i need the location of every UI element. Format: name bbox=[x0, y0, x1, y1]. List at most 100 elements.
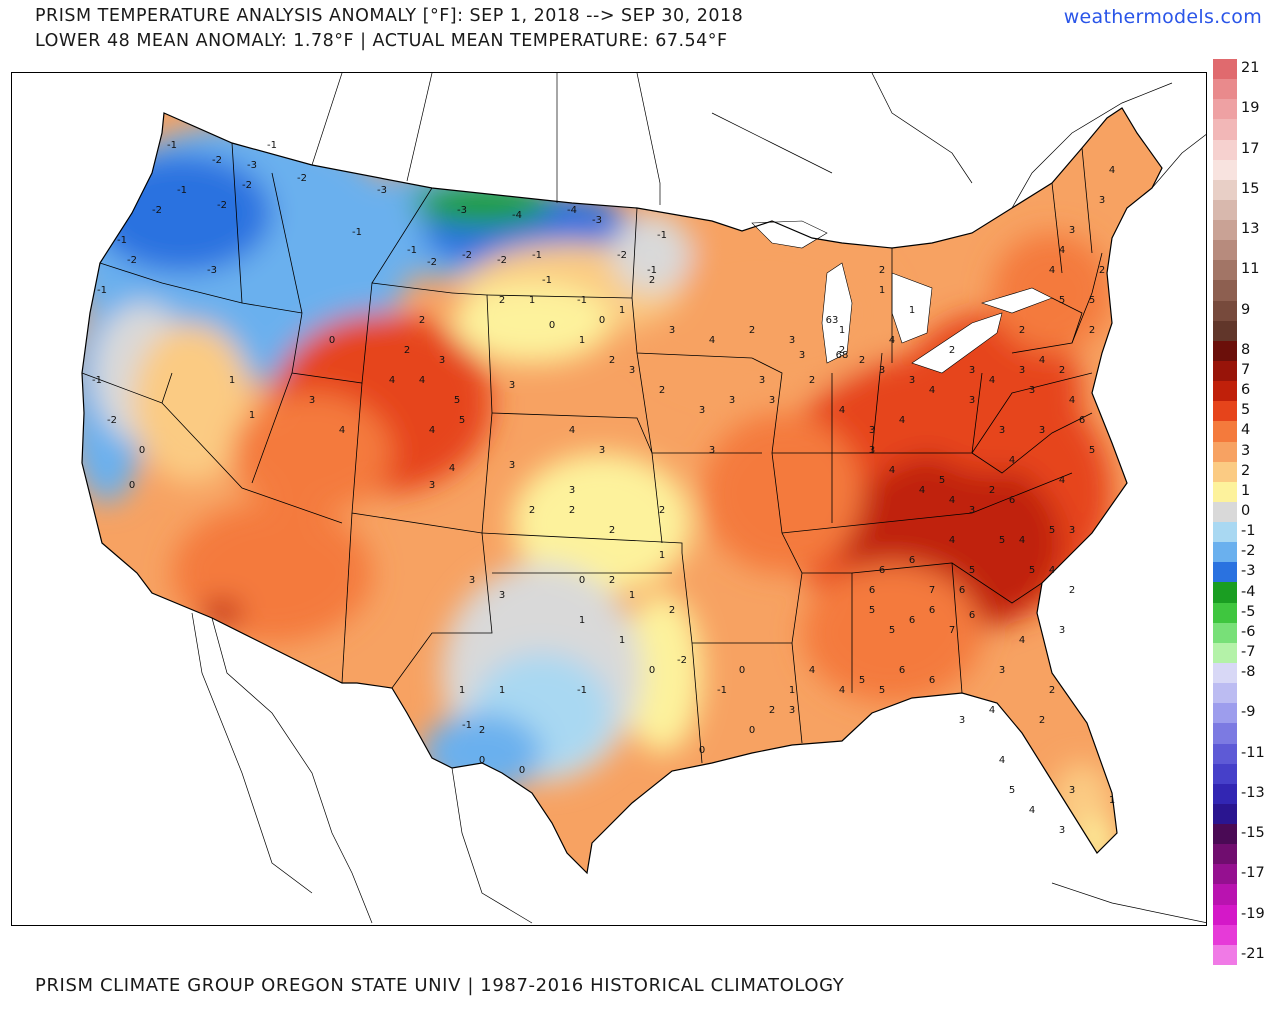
anomaly-value-label: 4 bbox=[889, 465, 895, 476]
anomaly-value-label: 2 bbox=[659, 385, 665, 396]
anomaly-value-label: 5 bbox=[969, 565, 975, 576]
legend-swatch bbox=[1213, 461, 1237, 483]
anomaly-value-label: 4 bbox=[839, 685, 845, 696]
legend-label: 6 bbox=[1241, 382, 1251, 399]
anomaly-value-label: 7 bbox=[949, 625, 955, 636]
anomaly-value-label: -2 bbox=[297, 173, 307, 184]
legend-swatch bbox=[1213, 522, 1237, 543]
anomaly-value-label: 1 bbox=[909, 305, 915, 316]
legend-swatch bbox=[1213, 179, 1237, 201]
anomaly-value-label: 0 bbox=[579, 575, 585, 586]
anomaly-value-label: 3 bbox=[429, 480, 435, 491]
legend-swatch bbox=[1213, 642, 1237, 664]
color-legend bbox=[1213, 59, 1237, 966]
anomaly-value-label: -2 bbox=[427, 257, 437, 268]
anomaly-value-label: 4 bbox=[339, 425, 345, 436]
anomaly-value-label: 2 bbox=[989, 485, 995, 496]
anomaly-value-label: -3 bbox=[247, 160, 257, 171]
anomaly-value-label: 1 bbox=[879, 285, 885, 296]
anomaly-value-label: 3 bbox=[879, 365, 885, 376]
anomaly-value-label: 3 bbox=[699, 405, 705, 416]
anomaly-value-label: 3 bbox=[669, 325, 675, 336]
legend-label: -1 bbox=[1241, 523, 1256, 540]
legend-label: 11 bbox=[1241, 261, 1260, 278]
anomaly-value-label: 4 bbox=[899, 415, 905, 426]
great-lakes bbox=[751, 220, 1053, 374]
anomaly-value-label: 3 bbox=[759, 375, 765, 386]
anomaly-value-label: -1 bbox=[267, 140, 277, 151]
anomaly-value-label: -1 bbox=[407, 245, 417, 256]
anomaly-value-label: 1 bbox=[579, 615, 585, 626]
anomaly-value-label: 5 bbox=[1009, 785, 1015, 796]
anomaly-value-label: 3 bbox=[1099, 195, 1105, 206]
brand-link[interactable]: weathermodels.com bbox=[1063, 6, 1262, 28]
credit-footer: PRISM CLIMATE GROUP OREGON STATE UNIV | … bbox=[35, 975, 845, 996]
anomaly-value-label: 3 bbox=[1029, 385, 1035, 396]
anomaly-value-label: 2 bbox=[949, 345, 955, 356]
legend-swatch bbox=[1213, 884, 1237, 906]
anomaly-value-label: 4 bbox=[429, 425, 435, 436]
anomaly-value-label: 3 bbox=[969, 365, 975, 376]
anomaly-value-label: 5 bbox=[459, 415, 465, 426]
legend-label: 21 bbox=[1241, 60, 1260, 77]
anomaly-value-label: 2 bbox=[609, 355, 615, 366]
legend-label: -4 bbox=[1241, 583, 1256, 600]
anomaly-value-label: 3 bbox=[969, 395, 975, 406]
anomaly-value-label: 6 bbox=[969, 610, 975, 621]
legend-swatch bbox=[1213, 481, 1237, 503]
anomaly-value-label: 4 bbox=[1059, 245, 1065, 256]
anomaly-value-label: 3 bbox=[1069, 785, 1075, 796]
legend-swatch bbox=[1213, 220, 1237, 241]
anomaly-value-label: -2 bbox=[677, 655, 687, 666]
legend-label: 4 bbox=[1241, 422, 1251, 439]
anomaly-value-label: 4 bbox=[999, 755, 1005, 766]
anomaly-value-label: 4 bbox=[1059, 475, 1065, 486]
anomaly-value-label: 2 bbox=[1049, 685, 1055, 696]
anomaly-value-label: 4 bbox=[889, 335, 895, 346]
legend-label: -21 bbox=[1241, 945, 1265, 962]
legend-swatch bbox=[1213, 582, 1237, 604]
anomaly-value-label: 6 bbox=[929, 675, 935, 686]
anomaly-value-label: 4 bbox=[1019, 635, 1025, 646]
anomaly-value-label: 3 bbox=[1069, 225, 1075, 236]
anomaly-value-label: -1 bbox=[352, 227, 362, 238]
legend-swatch bbox=[1213, 803, 1237, 825]
anomaly-value-label: 5 bbox=[889, 625, 895, 636]
anomaly-value-label: -2 bbox=[217, 200, 227, 211]
anomaly-value-label: -1 bbox=[657, 230, 667, 241]
legend-swatch bbox=[1213, 703, 1237, 724]
anomaly-value-label: 3 bbox=[969, 505, 975, 516]
legend-swatch bbox=[1213, 783, 1237, 805]
legend-swatch bbox=[1213, 743, 1237, 765]
legend-swatch bbox=[1213, 421, 1237, 443]
anomaly-value-label: 1 bbox=[619, 635, 625, 646]
anomaly-value-label: -1 bbox=[117, 235, 127, 246]
legend-label: 17 bbox=[1241, 140, 1260, 157]
anomaly-value-label: -3 bbox=[457, 205, 467, 216]
legend-swatch bbox=[1213, 300, 1237, 322]
anomaly-value-label: 4 bbox=[1049, 265, 1055, 276]
legend-swatch bbox=[1213, 260, 1237, 281]
anomaly-value-label: 3 bbox=[999, 425, 1005, 436]
legend-swatch bbox=[1213, 924, 1237, 946]
anomaly-value-label: 0 bbox=[329, 335, 335, 346]
legend-swatch bbox=[1213, 441, 1237, 463]
legend-swatch bbox=[1213, 320, 1237, 342]
anomaly-value-label: 6 bbox=[879, 565, 885, 576]
anomaly-value-label: 3 bbox=[499, 590, 505, 601]
anomaly-value-label: -2 bbox=[152, 205, 162, 216]
legend-swatch bbox=[1213, 622, 1237, 644]
anomaly-value-label: 5 bbox=[999, 535, 1005, 546]
anomaly-value-label: -2 bbox=[242, 180, 252, 191]
legend-swatch bbox=[1213, 139, 1237, 161]
anomaly-value-label: -1 bbox=[647, 265, 657, 276]
anomaly-value-label: 2 bbox=[529, 505, 535, 516]
anomaly-value-label: 6 bbox=[909, 555, 915, 566]
anomaly-value-label: 3 bbox=[869, 445, 875, 456]
legend-label: 3 bbox=[1241, 442, 1251, 459]
anomaly-value-label: 2 bbox=[1069, 585, 1075, 596]
anomaly-value-label: 2 bbox=[649, 275, 655, 286]
anomaly-value-label: -4 bbox=[512, 210, 522, 221]
anomaly-value-label: 2 bbox=[809, 375, 815, 386]
anomaly-value-label: 2 bbox=[1039, 715, 1045, 726]
